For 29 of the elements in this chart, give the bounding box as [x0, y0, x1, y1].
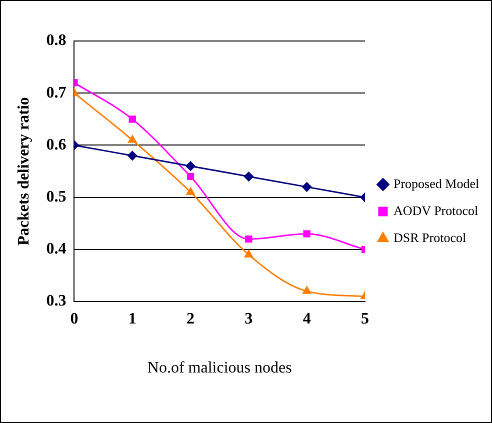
point — [245, 235, 252, 243]
point — [302, 286, 312, 294]
x-tick-label: 2 — [186, 310, 195, 328]
y-tick-label: 0.6 — [46, 136, 66, 154]
legend-label: DSR Protocol — [394, 230, 466, 245]
y-tick-label: 0.5 — [46, 188, 66, 206]
point — [244, 172, 254, 182]
point — [128, 150, 138, 160]
x-tick-label: 4 — [302, 310, 311, 328]
point — [128, 135, 137, 143]
y-tick-label: 0.3 — [46, 292, 66, 310]
point — [302, 182, 312, 192]
legend-label: AODV Protocol — [394, 202, 479, 218]
point — [186, 161, 196, 171]
y-tick-label: 0.4 — [46, 240, 66, 258]
x-tick-label: 5 — [361, 310, 369, 328]
legend-label: Proposed Model — [394, 176, 480, 191]
point — [244, 250, 253, 258]
x-tick-label: 0 — [70, 310, 78, 328]
point — [128, 116, 136, 123]
point — [303, 230, 310, 238]
x-axis-title: No.of malicious nodes — [147, 360, 292, 377]
x-tick-label: 3 — [244, 310, 253, 328]
y-tick-label: 0.7 — [46, 84, 66, 102]
point — [186, 187, 195, 195]
y-axis-title: Packets delivery ratio — [16, 97, 33, 246]
y-tick-label: 0.8 — [46, 32, 66, 50]
x-tick-label: 1 — [128, 310, 136, 328]
point — [186, 172, 194, 180]
